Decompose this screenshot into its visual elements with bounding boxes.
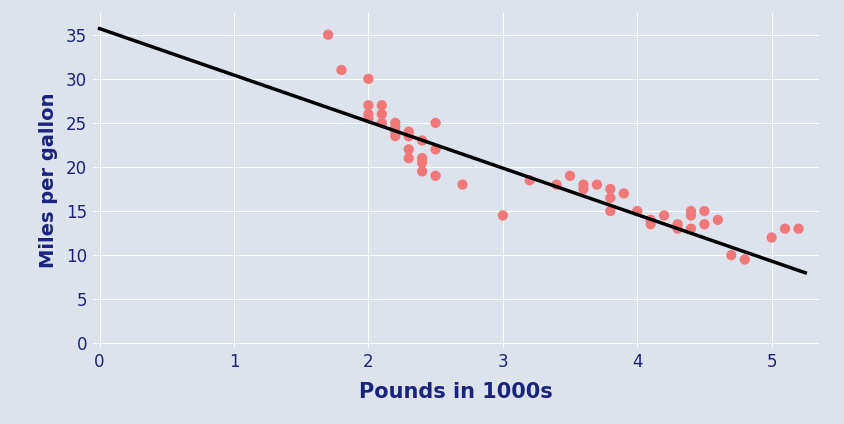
- Point: [563, 173, 576, 179]
- Point: [603, 195, 617, 201]
- Point: [361, 115, 375, 122]
- Point: [415, 159, 429, 166]
- Point: [496, 212, 510, 219]
- Point: [429, 173, 442, 179]
- Point: [684, 212, 698, 219]
- Point: [388, 124, 402, 131]
- Point: [792, 225, 805, 232]
- Point: [415, 168, 429, 175]
- Point: [361, 111, 375, 117]
- Point: [322, 31, 335, 38]
- Point: [778, 225, 792, 232]
- Point: [644, 221, 657, 228]
- Y-axis label: Miles per gallon: Miles per gallon: [39, 92, 58, 268]
- Point: [335, 67, 349, 73]
- Point: [388, 133, 402, 139]
- Point: [388, 120, 402, 126]
- Point: [402, 155, 415, 162]
- Point: [402, 133, 415, 139]
- Point: [402, 146, 415, 153]
- X-axis label: Pounds in 1000s: Pounds in 1000s: [359, 382, 553, 402]
- Point: [375, 111, 388, 117]
- Point: [738, 256, 751, 263]
- Point: [523, 177, 537, 184]
- Point: [361, 102, 375, 109]
- Point: [429, 146, 442, 153]
- Point: [711, 217, 725, 223]
- Point: [698, 208, 711, 215]
- Point: [361, 75, 375, 82]
- Point: [657, 212, 671, 219]
- Point: [603, 208, 617, 215]
- Point: [644, 217, 657, 223]
- Point: [698, 221, 711, 228]
- Point: [388, 128, 402, 135]
- Point: [684, 225, 698, 232]
- Point: [684, 208, 698, 215]
- Point: [671, 221, 684, 228]
- Point: [375, 102, 388, 109]
- Point: [724, 252, 738, 259]
- Point: [671, 225, 684, 232]
- Point: [590, 181, 603, 188]
- Point: [630, 208, 644, 215]
- Point: [603, 186, 617, 192]
- Point: [765, 234, 778, 241]
- Point: [402, 128, 415, 135]
- Point: [576, 181, 590, 188]
- Point: [375, 120, 388, 126]
- Point: [456, 181, 469, 188]
- Point: [549, 181, 563, 188]
- Point: [617, 190, 630, 197]
- Point: [415, 137, 429, 144]
- Point: [415, 155, 429, 162]
- Point: [429, 120, 442, 126]
- Point: [576, 186, 590, 192]
